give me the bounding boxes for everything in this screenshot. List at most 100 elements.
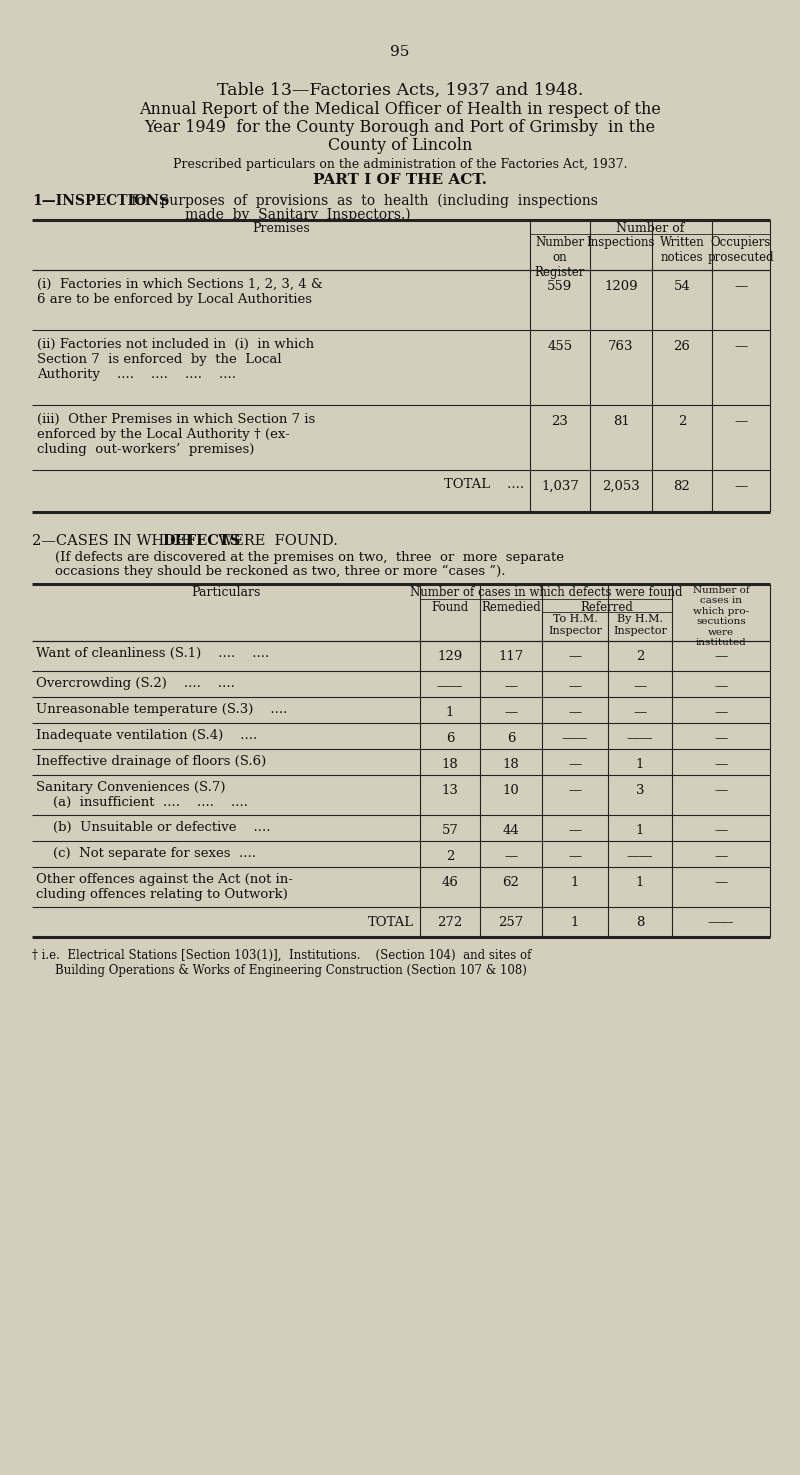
Text: —: — <box>714 785 728 796</box>
Text: —: — <box>568 680 582 693</box>
Text: (i)  Factories in which Sections 1, 2, 3, 4 &: (i) Factories in which Sections 1, 2, 3,… <box>37 277 322 291</box>
Text: 1: 1 <box>571 916 579 929</box>
Text: —: — <box>634 680 646 693</box>
Text: occasions they should be reckoned as two, three or more “cases ”).: occasions they should be reckoned as two… <box>55 565 506 578</box>
Text: TOTAL: TOTAL <box>368 916 414 929</box>
Text: 129: 129 <box>438 650 462 662</box>
Text: 81: 81 <box>613 414 630 428</box>
Text: To H.M.
Inspector: To H.M. Inspector <box>548 614 602 636</box>
Text: 6 are to be enforced by Local Authorities: 6 are to be enforced by Local Authoritie… <box>37 294 312 305</box>
Text: Year 1949  for the County Borough and Port of Grimsby  in the: Year 1949 for the County Borough and Por… <box>145 119 655 136</box>
Text: PART I OF THE ACT.: PART I OF THE ACT. <box>313 173 487 187</box>
Text: made  by  Sanitary  Inspectors.): made by Sanitary Inspectors.) <box>185 208 410 223</box>
Text: 2: 2 <box>636 650 644 662</box>
Text: cluding offences relating to Outwork): cluding offences relating to Outwork) <box>36 888 288 901</box>
Text: Occupiers
prosecuted: Occupiers prosecuted <box>708 236 774 264</box>
Text: 46: 46 <box>442 876 458 889</box>
Text: for  purposes  of  provisions  as  to  health  (including  inspections: for purposes of provisions as to health … <box>127 195 598 208</box>
Text: 82: 82 <box>674 479 690 493</box>
Text: County of Lincoln: County of Lincoln <box>328 137 472 153</box>
Text: Other offences against the Act (not in-: Other offences against the Act (not in- <box>36 873 293 886</box>
Text: 763: 763 <box>608 341 634 353</box>
Text: —: — <box>714 707 728 718</box>
Text: (c)  Not separate for sexes  ....: (c) Not separate for sexes .... <box>36 847 256 860</box>
Text: —: — <box>714 825 728 836</box>
Text: 8: 8 <box>636 916 644 929</box>
Text: 23: 23 <box>551 414 569 428</box>
Text: —: — <box>734 479 748 493</box>
Text: 1: 1 <box>446 707 454 718</box>
Text: (a)  insufficient  ....    ....    ....: (a) insufficient .... .... .... <box>36 796 248 808</box>
Text: (b)  Unsuitable or defective    ....: (b) Unsuitable or defective .... <box>36 822 270 833</box>
Text: —: — <box>734 414 748 428</box>
Text: 57: 57 <box>442 825 458 836</box>
Text: 1: 1 <box>636 758 644 771</box>
Text: —: — <box>568 825 582 836</box>
Text: (iii)  Other Premises in which Section 7 is: (iii) Other Premises in which Section 7 … <box>37 413 315 426</box>
Text: Sanitary Conveniences (S.7): Sanitary Conveniences (S.7) <box>36 780 226 794</box>
Text: Want of cleanliness (S.1)    ....    ....: Want of cleanliness (S.1) .... .... <box>36 648 270 659</box>
Text: Authority    ....    ....    ....    ....: Authority .... .... .... .... <box>37 367 236 381</box>
Text: 2: 2 <box>678 414 686 428</box>
Text: —: — <box>714 732 728 745</box>
Text: 10: 10 <box>502 785 519 796</box>
Text: 117: 117 <box>498 650 524 662</box>
Text: —: — <box>504 850 518 863</box>
Text: 2,053: 2,053 <box>602 479 640 493</box>
Text: —: — <box>504 707 518 718</box>
Text: By H.M.
Inspector: By H.M. Inspector <box>613 614 667 636</box>
Text: 18: 18 <box>502 758 519 771</box>
Text: Overcrowding (S.2)    ....    ....: Overcrowding (S.2) .... .... <box>36 677 235 690</box>
Text: Building Operations & Works of Engineering Construction (Section 107 & 108): Building Operations & Works of Engineeri… <box>55 965 527 976</box>
Text: —: — <box>568 758 582 771</box>
Text: (If defects are discovered at the premises on two,  three  or  more  separate: (If defects are discovered at the premis… <box>55 552 564 563</box>
Text: Ineffective drainage of floors (S.6): Ineffective drainage of floors (S.6) <box>36 755 266 768</box>
Text: Number of: Number of <box>616 223 684 235</box>
Text: —: — <box>734 341 748 353</box>
Text: Inspections: Inspections <box>586 236 655 249</box>
Text: —: — <box>568 707 582 718</box>
Text: Unreasonable temperature (S.3)    ....: Unreasonable temperature (S.3) .... <box>36 704 287 715</box>
Text: Number
on
Register: Number on Register <box>535 236 585 279</box>
Text: Particulars: Particulars <box>191 586 261 599</box>
Text: 1: 1 <box>636 825 644 836</box>
Text: 18: 18 <box>442 758 458 771</box>
Text: (ii) Factories not included in  (i)  in which: (ii) Factories not included in (i) in wh… <box>37 338 314 351</box>
Text: ——: —— <box>708 916 734 929</box>
Text: 2: 2 <box>446 850 454 863</box>
Text: —: — <box>634 707 646 718</box>
Text: WERE  FOUND.: WERE FOUND. <box>209 534 338 549</box>
Text: Number of
cases in
which pro-
secutions
were
instituted: Number of cases in which pro- secutions … <box>693 586 750 648</box>
Text: Written
notices: Written notices <box>660 236 704 264</box>
Text: Section 7  is enforced  by  the  Local: Section 7 is enforced by the Local <box>37 353 282 366</box>
Text: 257: 257 <box>498 916 524 929</box>
Text: 1: 1 <box>571 876 579 889</box>
Text: 1—INSPECTIONS: 1—INSPECTIONS <box>32 195 169 208</box>
Text: ——: —— <box>626 850 654 863</box>
Text: 2—CASES IN WHICH: 2—CASES IN WHICH <box>32 534 203 549</box>
Text: Annual Report of the Medical Officer of Health in respect of the: Annual Report of the Medical Officer of … <box>139 100 661 118</box>
Text: —: — <box>568 650 582 662</box>
Text: 1,037: 1,037 <box>541 479 579 493</box>
Text: 62: 62 <box>502 876 519 889</box>
Text: Number of cases in which defects were found: Number of cases in which defects were fo… <box>410 586 682 599</box>
Text: 272: 272 <box>438 916 462 929</box>
Text: † i.e.  Electrical Stations [Section 103(1)],  Institutions.    (Section 104)  a: † i.e. Electrical Stations [Section 103(… <box>32 948 531 962</box>
Text: —: — <box>714 850 728 863</box>
Text: 54: 54 <box>674 280 690 294</box>
Text: 95: 95 <box>390 46 410 59</box>
Text: ——: —— <box>626 732 654 745</box>
Text: —: — <box>568 850 582 863</box>
Text: Found: Found <box>431 600 469 614</box>
Text: 3: 3 <box>636 785 644 796</box>
Text: Prescribed particulars on the administration of the Factories Act, 1937.: Prescribed particulars on the administra… <box>173 158 627 171</box>
Text: —: — <box>714 876 728 889</box>
Text: ——: —— <box>562 732 588 745</box>
Text: —: — <box>504 680 518 693</box>
Text: —: — <box>714 680 728 693</box>
Text: 1209: 1209 <box>604 280 638 294</box>
Text: enforced by the Local Authority † (ex-: enforced by the Local Authority † (ex- <box>37 428 290 441</box>
Text: 26: 26 <box>674 341 690 353</box>
Text: —: — <box>714 650 728 662</box>
Text: Remedied: Remedied <box>481 600 541 614</box>
